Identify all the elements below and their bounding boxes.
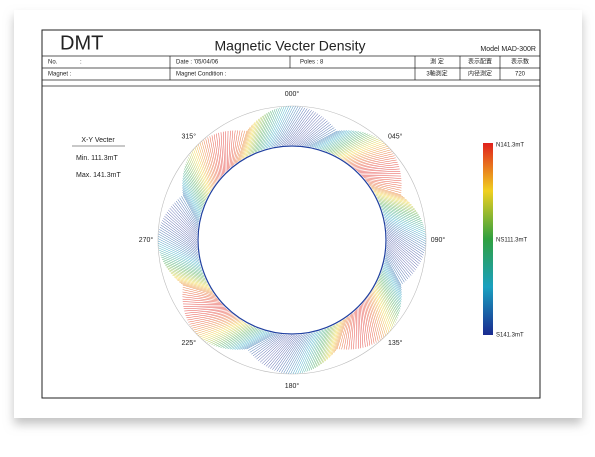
angle-label: 225° bbox=[182, 339, 197, 347]
cell: Magnet : bbox=[48, 72, 72, 78]
angle-label: 090° bbox=[431, 236, 446, 244]
cell: 測 定 bbox=[430, 58, 444, 66]
angle-label: 045° bbox=[388, 133, 403, 141]
cell: 3軸測定 bbox=[426, 70, 447, 78]
cell: 内径測定 bbox=[468, 70, 492, 78]
cell: Poles : 8 bbox=[300, 60, 324, 66]
legend-title: X-Y Vecter bbox=[81, 137, 115, 144]
angle-label: 180° bbox=[285, 382, 300, 390]
cell: 720 bbox=[515, 72, 526, 78]
inner-circle bbox=[198, 146, 386, 334]
legend-max: Max. 141.3mT bbox=[76, 172, 121, 179]
scale-label: NS111.3mT bbox=[496, 238, 527, 244]
angle-label: 000° bbox=[285, 90, 300, 98]
cell: No. bbox=[48, 60, 58, 66]
title: Magnetic Vecter Density bbox=[215, 38, 366, 54]
model: Model MAD-300R bbox=[480, 46, 536, 53]
angle-label: 270° bbox=[139, 236, 154, 244]
cell: Date : '05/04/06 bbox=[176, 60, 219, 66]
angle-label: 135° bbox=[388, 339, 403, 347]
scale-label: N141.3mT bbox=[496, 143, 524, 149]
cell: 表示数 bbox=[511, 58, 529, 66]
legend-min: Min. 111.3mT bbox=[76, 155, 118, 162]
brand: DMT bbox=[60, 32, 103, 54]
cell: 表示配置 bbox=[468, 58, 492, 66]
color-bar bbox=[483, 143, 493, 335]
scale-label: S141.3mT bbox=[496, 333, 524, 339]
cell: Magnet Condition : bbox=[176, 72, 227, 78]
angle-label: 315° bbox=[182, 133, 197, 141]
